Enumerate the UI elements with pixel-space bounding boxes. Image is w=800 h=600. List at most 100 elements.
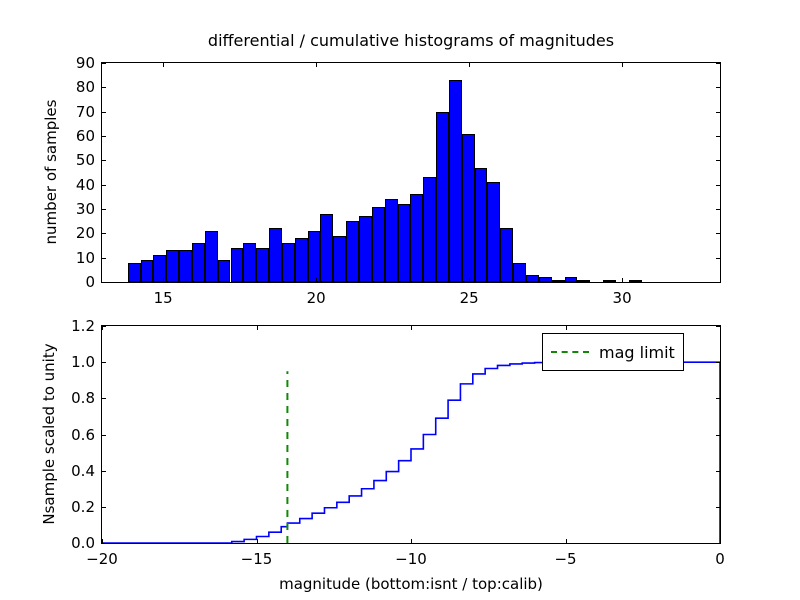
x-tick-mark (622, 63, 623, 67)
y-tick-mark (716, 209, 720, 210)
x-tick-label: −20 (77, 550, 127, 568)
y-tick-mark (716, 87, 720, 88)
histogram-bar (243, 243, 256, 282)
histogram-bar (231, 248, 244, 282)
histogram-bar (179, 250, 192, 282)
histogram-bar (385, 199, 398, 282)
x-tick-label: −15 (232, 550, 282, 568)
y-tick-mark (102, 112, 106, 113)
x-tick-mark (469, 63, 470, 67)
x-tick-mark (163, 63, 164, 67)
cumulative-curve (102, 362, 720, 543)
histogram-bar (462, 134, 475, 282)
histogram-bar (513, 263, 526, 282)
histogram-bar (398, 204, 411, 282)
histogram-bar (487, 182, 500, 282)
y-tick-mark (102, 435, 106, 436)
x-tick-mark (102, 326, 103, 330)
x-tick-label: 20 (291, 289, 341, 307)
y-tick-mark (102, 185, 106, 186)
histogram-bar (577, 280, 590, 282)
x-tick-mark (316, 278, 317, 282)
x-tick-mark (566, 539, 567, 543)
histogram-bar (346, 221, 359, 282)
y-tick-mark (716, 471, 720, 472)
y-tick-mark (102, 398, 106, 399)
histogram-bar (410, 194, 423, 282)
x-tick-mark (469, 278, 470, 282)
histogram-bar (552, 280, 565, 282)
y-tick-mark (102, 136, 106, 137)
x-tick-mark (257, 326, 258, 330)
histogram-bar (192, 243, 205, 282)
histogram-bar (320, 214, 333, 282)
figure-canvas: differential / cumulative histograms of … (0, 0, 800, 600)
top-y-axis-title: number of samples (42, 92, 60, 252)
x-tick-mark (163, 278, 164, 282)
y-tick-label: 90 (53, 54, 95, 72)
histogram-bar (269, 228, 282, 282)
x-tick-mark (257, 539, 258, 543)
histogram-bar (423, 177, 436, 282)
histogram-bar (141, 260, 154, 282)
histogram-bar (128, 263, 141, 282)
y-tick-mark (716, 543, 720, 544)
histogram-bar (256, 248, 269, 282)
legend-label-mag-limit: mag limit (599, 343, 675, 362)
histogram-bar (205, 231, 218, 282)
y-tick-mark (102, 209, 106, 210)
y-tick-mark (102, 282, 106, 283)
x-tick-mark (566, 326, 567, 330)
x-tick-label: 25 (444, 289, 494, 307)
x-tick-label: −10 (386, 550, 436, 568)
histogram-bar (629, 280, 642, 282)
histogram-bar (500, 228, 513, 282)
histogram-bar (475, 168, 488, 282)
histogram-bar (603, 280, 616, 282)
histogram-bar (449, 80, 462, 282)
histogram-bar (359, 216, 372, 282)
y-tick-mark (716, 507, 720, 508)
y-tick-mark (716, 63, 720, 64)
histogram-bar (282, 243, 295, 282)
y-tick-mark (716, 398, 720, 399)
x-tick-label: 30 (597, 289, 647, 307)
y-tick-mark (716, 160, 720, 161)
x-axis-title: magnitude (bottom:isnt / top:calib) (101, 575, 721, 593)
histogram-bar (308, 231, 321, 282)
x-tick-label: 0 (695, 550, 745, 568)
y-tick-mark (102, 87, 106, 88)
y-tick-mark (716, 112, 720, 113)
histogram-bar (565, 277, 578, 282)
histogram-bar (295, 238, 308, 282)
top-axes-histogram (101, 62, 721, 283)
histogram-bar (333, 236, 346, 282)
x-tick-mark (102, 539, 103, 543)
x-tick-mark (720, 539, 721, 543)
legend-dashed-line-icon (551, 351, 589, 353)
page-title: differential / cumulative histograms of … (101, 31, 721, 50)
histogram-bar (526, 275, 539, 282)
legend: mag limit (542, 333, 684, 371)
y-tick-mark (102, 543, 106, 544)
top-plot-area (102, 63, 720, 282)
bottom-y-axis-title: Nsample scaled to unity (40, 329, 58, 539)
x-tick-label: −5 (541, 550, 591, 568)
x-tick-mark (411, 539, 412, 543)
x-tick-mark (316, 63, 317, 67)
y-tick-mark (102, 63, 106, 64)
histogram-bar (539, 277, 552, 282)
histogram-bar (436, 112, 449, 282)
y-tick-mark (102, 362, 106, 363)
histogram-bar (218, 260, 231, 282)
y-tick-mark (716, 185, 720, 186)
y-tick-mark (102, 471, 106, 472)
x-tick-label: 15 (138, 289, 188, 307)
histogram-bar (153, 255, 166, 282)
y-tick-mark (716, 258, 720, 259)
y-tick-mark (102, 258, 106, 259)
histogram-bar (372, 207, 385, 282)
y-tick-mark (102, 233, 106, 234)
y-tick-label: 0 (53, 273, 95, 291)
y-tick-mark (716, 362, 720, 363)
